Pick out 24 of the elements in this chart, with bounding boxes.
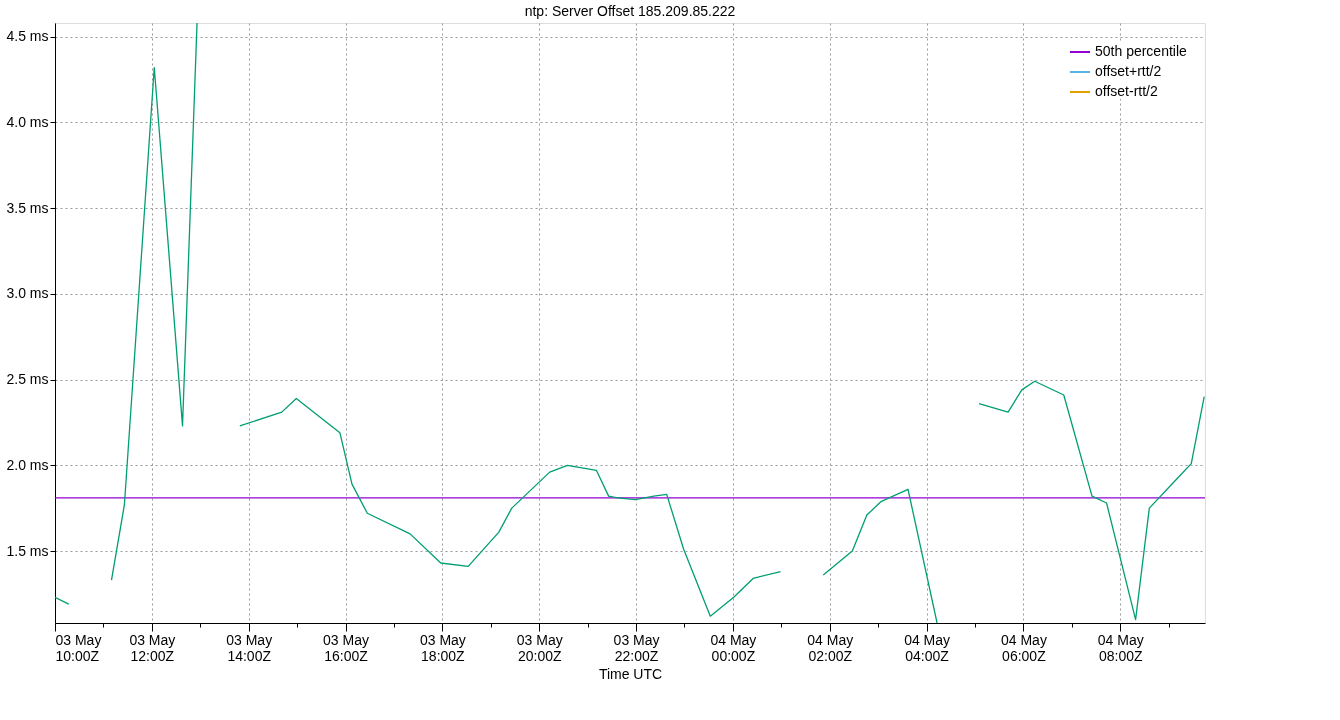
x-axis-title: Time UTC <box>598 665 663 682</box>
y-tick-label: 3.0 ms <box>6 285 49 302</box>
x-tick-label: 04 May 02:00Z <box>807 631 854 664</box>
x-tick-label: 03 May 10:00Z <box>55 631 102 664</box>
y-tick-label: 2.5 ms <box>6 371 49 388</box>
x-tick-label: 03 May 20:00Z <box>516 631 563 664</box>
legend-label: offset+rtt/2 <box>1095 63 1162 79</box>
y-tick-label: 4.5 ms <box>6 28 49 45</box>
y-tick-label: 4.0 ms <box>6 113 49 130</box>
y-tick-label: 1.5 ms <box>6 542 49 559</box>
x-tick-label: 04 May 04:00Z <box>904 631 951 664</box>
x-tick-label: 03 May 18:00Z <box>419 631 466 664</box>
x-tick-label: 03 May 22:00Z <box>613 631 660 664</box>
x-tick-label: 04 May 06:00Z <box>1000 631 1047 664</box>
y-tick-label: 2.0 ms <box>6 456 49 473</box>
y-tick-label: 3.5 ms <box>6 199 49 216</box>
legend-label: offset-rtt/2 <box>1095 83 1158 99</box>
x-tick-label: 03 May 16:00Z <box>323 631 369 664</box>
legend-label: 50th percentile <box>1095 43 1188 59</box>
x-tick-label: 03 May 12:00Z <box>129 631 176 664</box>
x-tick-label: 04 May 08:00Z <box>1097 631 1144 664</box>
chart-title: ntp: Server Offset 185.209.85.222 <box>524 3 736 19</box>
x-tick-label: 03 May 14:00Z <box>226 631 273 664</box>
x-tick-label: 04 May 00:00Z <box>710 631 757 664</box>
